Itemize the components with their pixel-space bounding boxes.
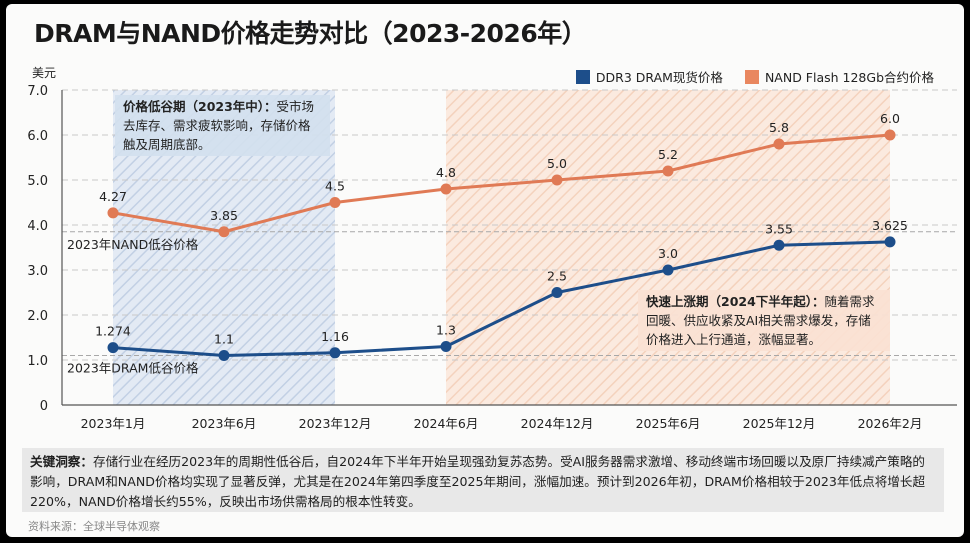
trough-period-lead: 价格低谷期（2023年中）： — [123, 99, 277, 114]
data-label: 3.85 — [210, 208, 238, 223]
reference-line-label: 2023年NAND低谷价格 — [67, 237, 199, 252]
data-point — [329, 347, 341, 359]
legend-item-nand: NAND Flash 128Gb合约价格 — [744, 67, 934, 86]
data-label: 5.0 — [547, 156, 567, 171]
series-nand: 4.27 3.85 4.5 4.8 5.0 5.2 5.8 6.0 — [99, 111, 900, 238]
x-tick-label: 2026年2月 — [858, 416, 923, 431]
y-tick-label: 3.0 — [27, 264, 48, 279]
data-label: 5.8 — [769, 120, 789, 135]
data-label: 4.8 — [436, 165, 456, 180]
data-point — [551, 287, 563, 298]
legend-swatch-dram — [575, 69, 590, 84]
x-tick-label: 2024年6月 — [414, 416, 479, 431]
legend: DDR3 DRAM现货价格 NAND Flash 128Gb合约价格 — [575, 67, 934, 86]
key-insight-box: 关键洞察：存储行业在经历2023年的周期性低谷后，自2024年下半年开始呈现强劲… — [22, 448, 944, 512]
series-line — [112, 240, 891, 357]
x-tick-label: 2025年6月 — [636, 416, 701, 431]
x-tick-label: 2024年12月 — [521, 416, 594, 431]
legend-swatch-nand — [744, 69, 759, 84]
data-point — [551, 174, 563, 186]
insight-lead: 关键洞察： — [30, 454, 93, 469]
data-label: 3.625 — [872, 218, 908, 233]
rise-period-text: 随着需求回暖、供应收紧及AI相关需求爆发，存储价格进入上行通道，涨幅显著。 — [646, 294, 875, 347]
y-tick-label: 2.0 — [27, 309, 48, 324]
data-point — [218, 350, 230, 361]
y-tick-label: 7.0 — [27, 84, 48, 99]
data-label: 1.274 — [95, 324, 131, 339]
data-point — [773, 138, 785, 150]
data-point — [107, 342, 119, 354]
data-point — [884, 129, 896, 141]
rise-period-lead: 快速上涨期（2024下半年起）： — [646, 294, 825, 309]
legend-label-nand: NAND Flash 128Gb合约价格 — [764, 70, 934, 85]
legend-item-dram: DDR3 DRAM现货价格 — [575, 67, 723, 86]
legend-label-dram: DDR3 DRAM现货价格 — [595, 70, 723, 85]
data-label: 3.55 — [765, 221, 793, 236]
data-label: 5.2 — [658, 147, 678, 162]
data-point — [662, 264, 674, 276]
insight-text: 存储行业在经历2023年的周期性低谷后，自2024年下半年开始呈现强劲复苏态势。… — [30, 454, 926, 509]
data-point — [662, 165, 674, 177]
data-label: 2.5 — [547, 269, 567, 284]
trough-period-annotation: 价格低谷期（2023年中）：受市场去库存、需求疲软影响，存储价格触及周期底部。 — [115, 95, 330, 156]
y-tick-label: 1.0 — [27, 354, 48, 369]
series-dram: 1.274 1.1 1.16 1.3 2.5 3.0 3.55 3.625 — [95, 218, 908, 361]
x-tick-label: 2023年1月 — [81, 416, 146, 431]
data-label: 4.27 — [99, 189, 127, 204]
axes: 0 1.0 2.0 3.0 4.0 5.0 6.0 7.0 2023年1月 2023年6月 2023… — [27, 84, 957, 431]
data-label: 4.5 — [325, 179, 345, 194]
data-point — [218, 226, 230, 238]
x-tick-label: 2023年6月 — [192, 416, 257, 431]
data-point — [440, 341, 452, 352]
series-line — [112, 133, 891, 234]
y-tick-label: 5.0 — [27, 174, 48, 189]
y-axis-unit-label: 美元 — [32, 66, 57, 80]
data-label: 3.0 — [658, 246, 678, 261]
data-label: 1.1 — [214, 332, 234, 347]
trough-period-text: 受市场去库存、需求疲软影响，存储价格触及周期底部。 — [123, 99, 315, 152]
data-label: 1.16 — [321, 329, 349, 344]
source-note: 资料来源：全球半导体观察 — [28, 520, 160, 533]
data-point — [884, 236, 896, 248]
data-label: 1.3 — [436, 323, 456, 338]
y-tick-label: 6.0 — [27, 129, 48, 144]
page-title: DRAM与NAND价格走势对比（2023-2026年） — [34, 19, 587, 48]
data-point — [440, 183, 452, 195]
data-point — [107, 207, 119, 219]
x-tick-label: 2025年12月 — [743, 416, 816, 431]
data-label: 6.0 — [880, 111, 900, 126]
y-tick-label: 0 — [40, 399, 48, 414]
data-point — [773, 239, 785, 251]
data-point — [329, 197, 341, 208]
x-tick-label: 2023年12月 — [299, 416, 372, 431]
reference-lines: 2023年NAND低谷价格 2023年DRAM低谷价格 — [62, 231, 957, 376]
rise-period-annotation: 快速上涨期（2024下半年起）：随着需求回暖、供应收紧及AI相关需求爆发，存储价… — [638, 290, 890, 351]
y-tick-label: 4.0 — [27, 219, 48, 234]
reference-line-label: 2023年DRAM低谷价格 — [67, 361, 199, 376]
